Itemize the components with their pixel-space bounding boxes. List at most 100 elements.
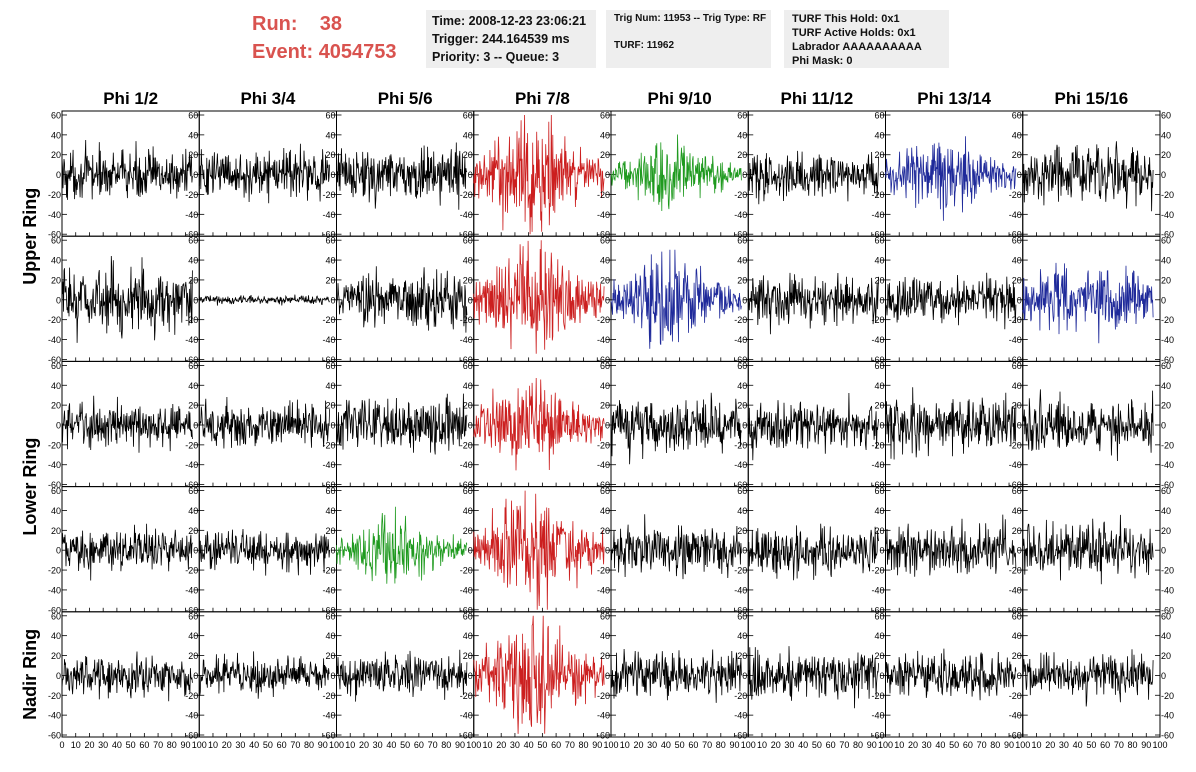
waveform-trace [473, 114, 605, 235]
y-tick-label-left: 0 [879, 295, 884, 305]
y-tick-label-left: 40 [463, 506, 473, 516]
x-tick-label: 40 [112, 740, 122, 750]
y-tick-label-left: 20 [463, 150, 473, 160]
y-tick-label-left: 40 [188, 631, 198, 641]
y-tick-label-left: -20 [1009, 566, 1022, 576]
y-tick-label-right: 0 [1161, 671, 1166, 681]
y-tick-label-left: 60 [600, 486, 610, 496]
y-tick-label-left: 60 [325, 486, 335, 496]
y-tick-label-left: -40 [871, 585, 884, 595]
x-tick-label: 20 [222, 740, 232, 750]
run-label: Run: [252, 13, 298, 35]
y-tick-label-left: 20 [1012, 526, 1022, 536]
y-tick-label-left: 20 [51, 150, 61, 160]
waveform-trace [1022, 141, 1154, 212]
event-label: Event: [252, 41, 314, 63]
y-tick-label-left: 0 [1017, 295, 1022, 305]
y-tick-label-left: 40 [874, 256, 884, 266]
y-tick-label-left: 0 [605, 546, 610, 556]
waveform-trace [885, 648, 1017, 701]
waveform-trace [747, 392, 879, 461]
y-tick-label-left: -60 [597, 480, 610, 490]
y-tick-label-left: 0 [1017, 421, 1022, 431]
y-tick-label-left: -60 [322, 355, 335, 365]
x-tick-label: 60 [139, 740, 149, 750]
phi-mask-text: Phi Mask: 0 [792, 55, 853, 67]
x-tick-label: 40 [935, 740, 945, 750]
y-tick-label-left: -20 [185, 440, 198, 450]
y-tick-label-left: -40 [597, 585, 610, 595]
waveform-trace [610, 648, 742, 703]
y-tick-label-left: 20 [737, 526, 747, 536]
y-tick-label-left: 40 [874, 631, 884, 641]
y-tick-label-left: 0 [193, 295, 198, 305]
x-tick-label: 70 [977, 740, 987, 750]
y-tick-label-left: -20 [48, 566, 61, 576]
waveform-trace [61, 651, 193, 702]
y-tick-label-left: -20 [734, 315, 747, 325]
event-value: 4054753 [318, 41, 397, 63]
y-tick-label-left: -60 [48, 355, 61, 365]
x-tick-label: 50 [949, 740, 959, 750]
y-tick-label-left: -60 [48, 731, 61, 741]
y-tick-label-left: 60 [188, 361, 198, 371]
y-tick-label-left: 40 [1012, 256, 1022, 266]
x-tick-label: 10 [894, 740, 904, 750]
y-tick-label-left: 20 [874, 275, 884, 285]
y-tick-label-left: -20 [1009, 440, 1022, 450]
y-tick-label-left: -60 [185, 480, 198, 490]
x-tick-label: 40 [1073, 740, 1083, 750]
y-tick-label-left: 20 [737, 651, 747, 661]
y-tick-label-left: 60 [463, 361, 473, 371]
x-tick-label: 20 [908, 740, 918, 750]
y-tick-label-left: -60 [460, 480, 473, 490]
y-tick-label-left: -60 [597, 355, 610, 365]
y-tick-label-left: -20 [597, 315, 610, 325]
x-tick-label: 100 [1015, 740, 1030, 750]
y-tick-label-left: 0 [879, 170, 884, 180]
y-tick-label-left: -20 [185, 190, 198, 200]
x-tick-label: 90 [730, 740, 740, 750]
y-tick-label-left: -40 [322, 210, 335, 220]
y-tick-label-left: 40 [325, 130, 335, 140]
y-tick-label-left: -20 [322, 566, 335, 576]
waveform-trace [336, 649, 468, 702]
row-label: Upper Ring [20, 188, 40, 285]
y-tick-label-left: -40 [322, 585, 335, 595]
y-tick-label-left: 40 [600, 256, 610, 266]
y-tick-label-left: 0 [605, 170, 610, 180]
x-tick-label: 80 [304, 740, 314, 750]
x-tick-label: 100 [466, 740, 481, 750]
x-tick-label: 30 [1059, 740, 1069, 750]
x-tick-label: 50 [812, 740, 822, 750]
waveform-trace [198, 528, 330, 576]
y-tick-label-right: -20 [1161, 315, 1174, 325]
run-event-block: Run: 38 Event: 4054753 [252, 10, 420, 66]
y-tick-label-left: 20 [325, 526, 335, 536]
turf-info-box: TURF This Hold: 0x1 TURF Active Holds: 0… [784, 10, 949, 68]
y-tick-label-left: -40 [460, 585, 473, 595]
y-tick-label-left: -20 [322, 315, 335, 325]
column-label: Phi 9/10 [647, 89, 711, 108]
y-tick-label-left: 60 [874, 486, 884, 496]
y-tick-label-left: -60 [460, 731, 473, 741]
y-tick-label-left: -40 [734, 335, 747, 345]
y-tick-label-right: 40 [1161, 506, 1171, 516]
y-tick-label-left: 40 [463, 130, 473, 140]
run-row: Run: 38 [252, 10, 420, 38]
waveform-trace [747, 272, 879, 335]
y-tick-label-left: 60 [51, 111, 61, 121]
event-row: Event: 4054753 [252, 38, 420, 66]
y-tick-label-left: -40 [597, 460, 610, 470]
y-tick-label-left: -20 [460, 440, 473, 450]
y-tick-label-left: 40 [737, 631, 747, 641]
y-tick-label-left: -40 [1009, 460, 1022, 470]
y-tick-label-right: -40 [1161, 585, 1174, 595]
y-tick-label-left: -40 [322, 335, 335, 345]
y-tick-label-left: -40 [871, 335, 884, 345]
y-tick-label-left: -40 [734, 460, 747, 470]
y-tick-label-left: 60 [737, 361, 747, 371]
y-tick-label-left: -60 [1009, 355, 1022, 365]
y-tick-label-left: 40 [600, 381, 610, 391]
